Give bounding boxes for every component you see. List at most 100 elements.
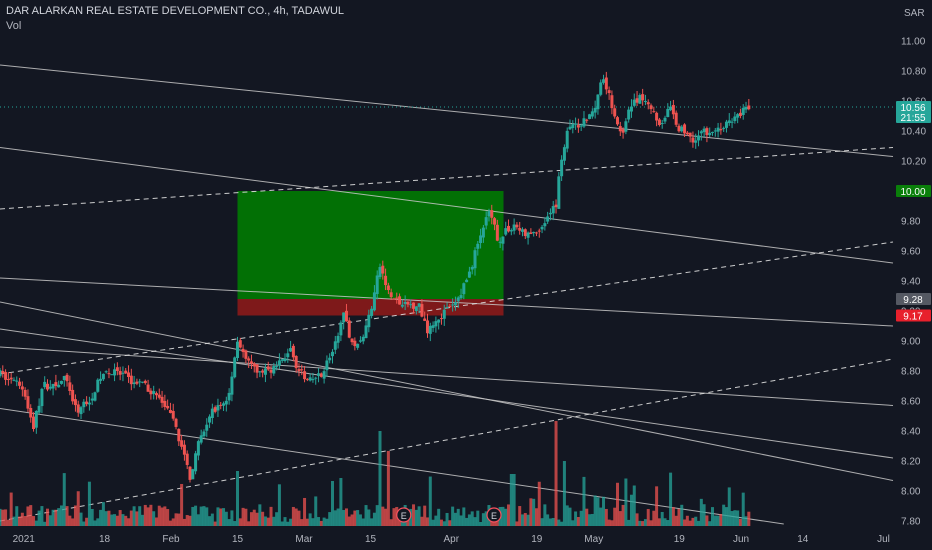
volume-bar (347, 516, 351, 526)
volume-bar (294, 508, 298, 526)
trendline-solid[interactable] (0, 346, 894, 406)
volume-bar (724, 507, 728, 526)
earnings-marker[interactable] (486, 507, 502, 523)
candle-body (124, 370, 128, 374)
trendline-solid[interactable] (0, 301, 894, 481)
volume-bar (185, 515, 189, 526)
candle-body (333, 341, 337, 350)
candle-body (191, 469, 195, 480)
candle-body (1, 370, 5, 374)
volume-bar (616, 482, 619, 526)
volume-bar (23, 516, 27, 526)
trendline-solid[interactable] (0, 408, 784, 525)
volume-bar (73, 505, 77, 526)
symbol-title: DAR ALARKAN REAL ESTATE DEVELOPMENT CO.,… (6, 5, 345, 17)
candle-body (727, 120, 731, 124)
position-tool[interactable] (237, 191, 504, 316)
trendline-dashed[interactable] (0, 358, 894, 522)
volume-bar (110, 514, 114, 526)
candle-body (649, 105, 653, 110)
time-axis[interactable]: 2021 18 Feb 15 Mar 15 Apr 19 May 19 Jun 14 Jul (13, 534, 890, 545)
volume-bar (599, 507, 603, 526)
volume-bar (104, 511, 108, 526)
trendline-solid[interactable] (0, 147, 894, 264)
trendline-solid[interactable] (0, 64, 894, 157)
volume-bar (99, 509, 103, 526)
candle-body (289, 348, 293, 352)
candle-body (733, 116, 737, 122)
volume-bar (46, 508, 49, 526)
currency-label: SAR (904, 8, 925, 19)
volume-bar (168, 520, 172, 526)
volume-bar (372, 512, 376, 526)
volume-bar (551, 517, 555, 526)
volume-bar (12, 516, 16, 526)
candle-body (319, 373, 323, 377)
stop-zone[interactable] (237, 299, 504, 316)
candle-body (590, 111, 594, 117)
candle-body (224, 400, 228, 405)
x-tick-label: Feb (162, 534, 180, 545)
candle-body (498, 241, 502, 243)
candle-body (593, 107, 597, 113)
volume-bar (356, 510, 360, 526)
candle-body (697, 135, 701, 141)
price-axis[interactable]: SAR11.0010.8010.6010.4010.2010.009.809.6… (901, 8, 926, 528)
candle-body (719, 129, 723, 131)
candle-body (677, 125, 681, 132)
volume-bar (713, 515, 717, 526)
trendline-solid[interactable] (0, 277, 894, 327)
candle-body (518, 227, 522, 231)
candle-body (663, 117, 667, 122)
candle-body (353, 340, 357, 347)
candle-body (694, 140, 698, 143)
candle-body (157, 394, 161, 398)
candle-body (705, 128, 709, 136)
candle-body (43, 381, 47, 388)
volume-bar (205, 507, 209, 526)
candle-body (565, 130, 569, 149)
candle-body (604, 77, 608, 90)
candle-body (515, 224, 519, 228)
candle-body (571, 124, 575, 129)
y-tick-label: 8.60 (901, 397, 921, 408)
candle-body (311, 379, 315, 381)
candle-body (744, 106, 748, 110)
volume-bar (417, 506, 421, 526)
countdown-label: 21:55 (900, 113, 925, 124)
candle-body (738, 112, 742, 116)
volume-bar (685, 515, 689, 526)
volume-label: Vol (6, 20, 22, 32)
volume-bar (252, 509, 256, 526)
candle-body (409, 304, 413, 306)
volume-bar (269, 506, 273, 526)
x-tick-label: Jul (877, 534, 890, 545)
trendline-solid[interactable] (0, 328, 894, 459)
target-zone[interactable] (237, 191, 504, 299)
candle-body (146, 384, 150, 392)
candle-body (342, 312, 346, 323)
y-tick-label: 10.40 (901, 127, 926, 138)
candle-body (448, 305, 452, 307)
volume-bar (331, 481, 334, 526)
volume-bar (504, 508, 508, 526)
candle-body (576, 125, 580, 128)
candle-body (507, 225, 511, 232)
candle-body (512, 224, 516, 231)
volume-bar (476, 510, 480, 526)
volume-bar (641, 521, 645, 526)
volume-bar (571, 520, 575, 526)
candle-body (493, 218, 497, 225)
earnings-marker[interactable] (396, 507, 412, 523)
candle-body (548, 212, 552, 215)
volume-bar (576, 517, 580, 526)
volume-bar (635, 513, 639, 526)
volume-bar (350, 514, 354, 526)
candle-body (699, 131, 703, 134)
volume-bar (20, 512, 24, 526)
volume-bar (160, 507, 164, 526)
candle-body (504, 228, 508, 235)
volume-bar (610, 520, 614, 526)
